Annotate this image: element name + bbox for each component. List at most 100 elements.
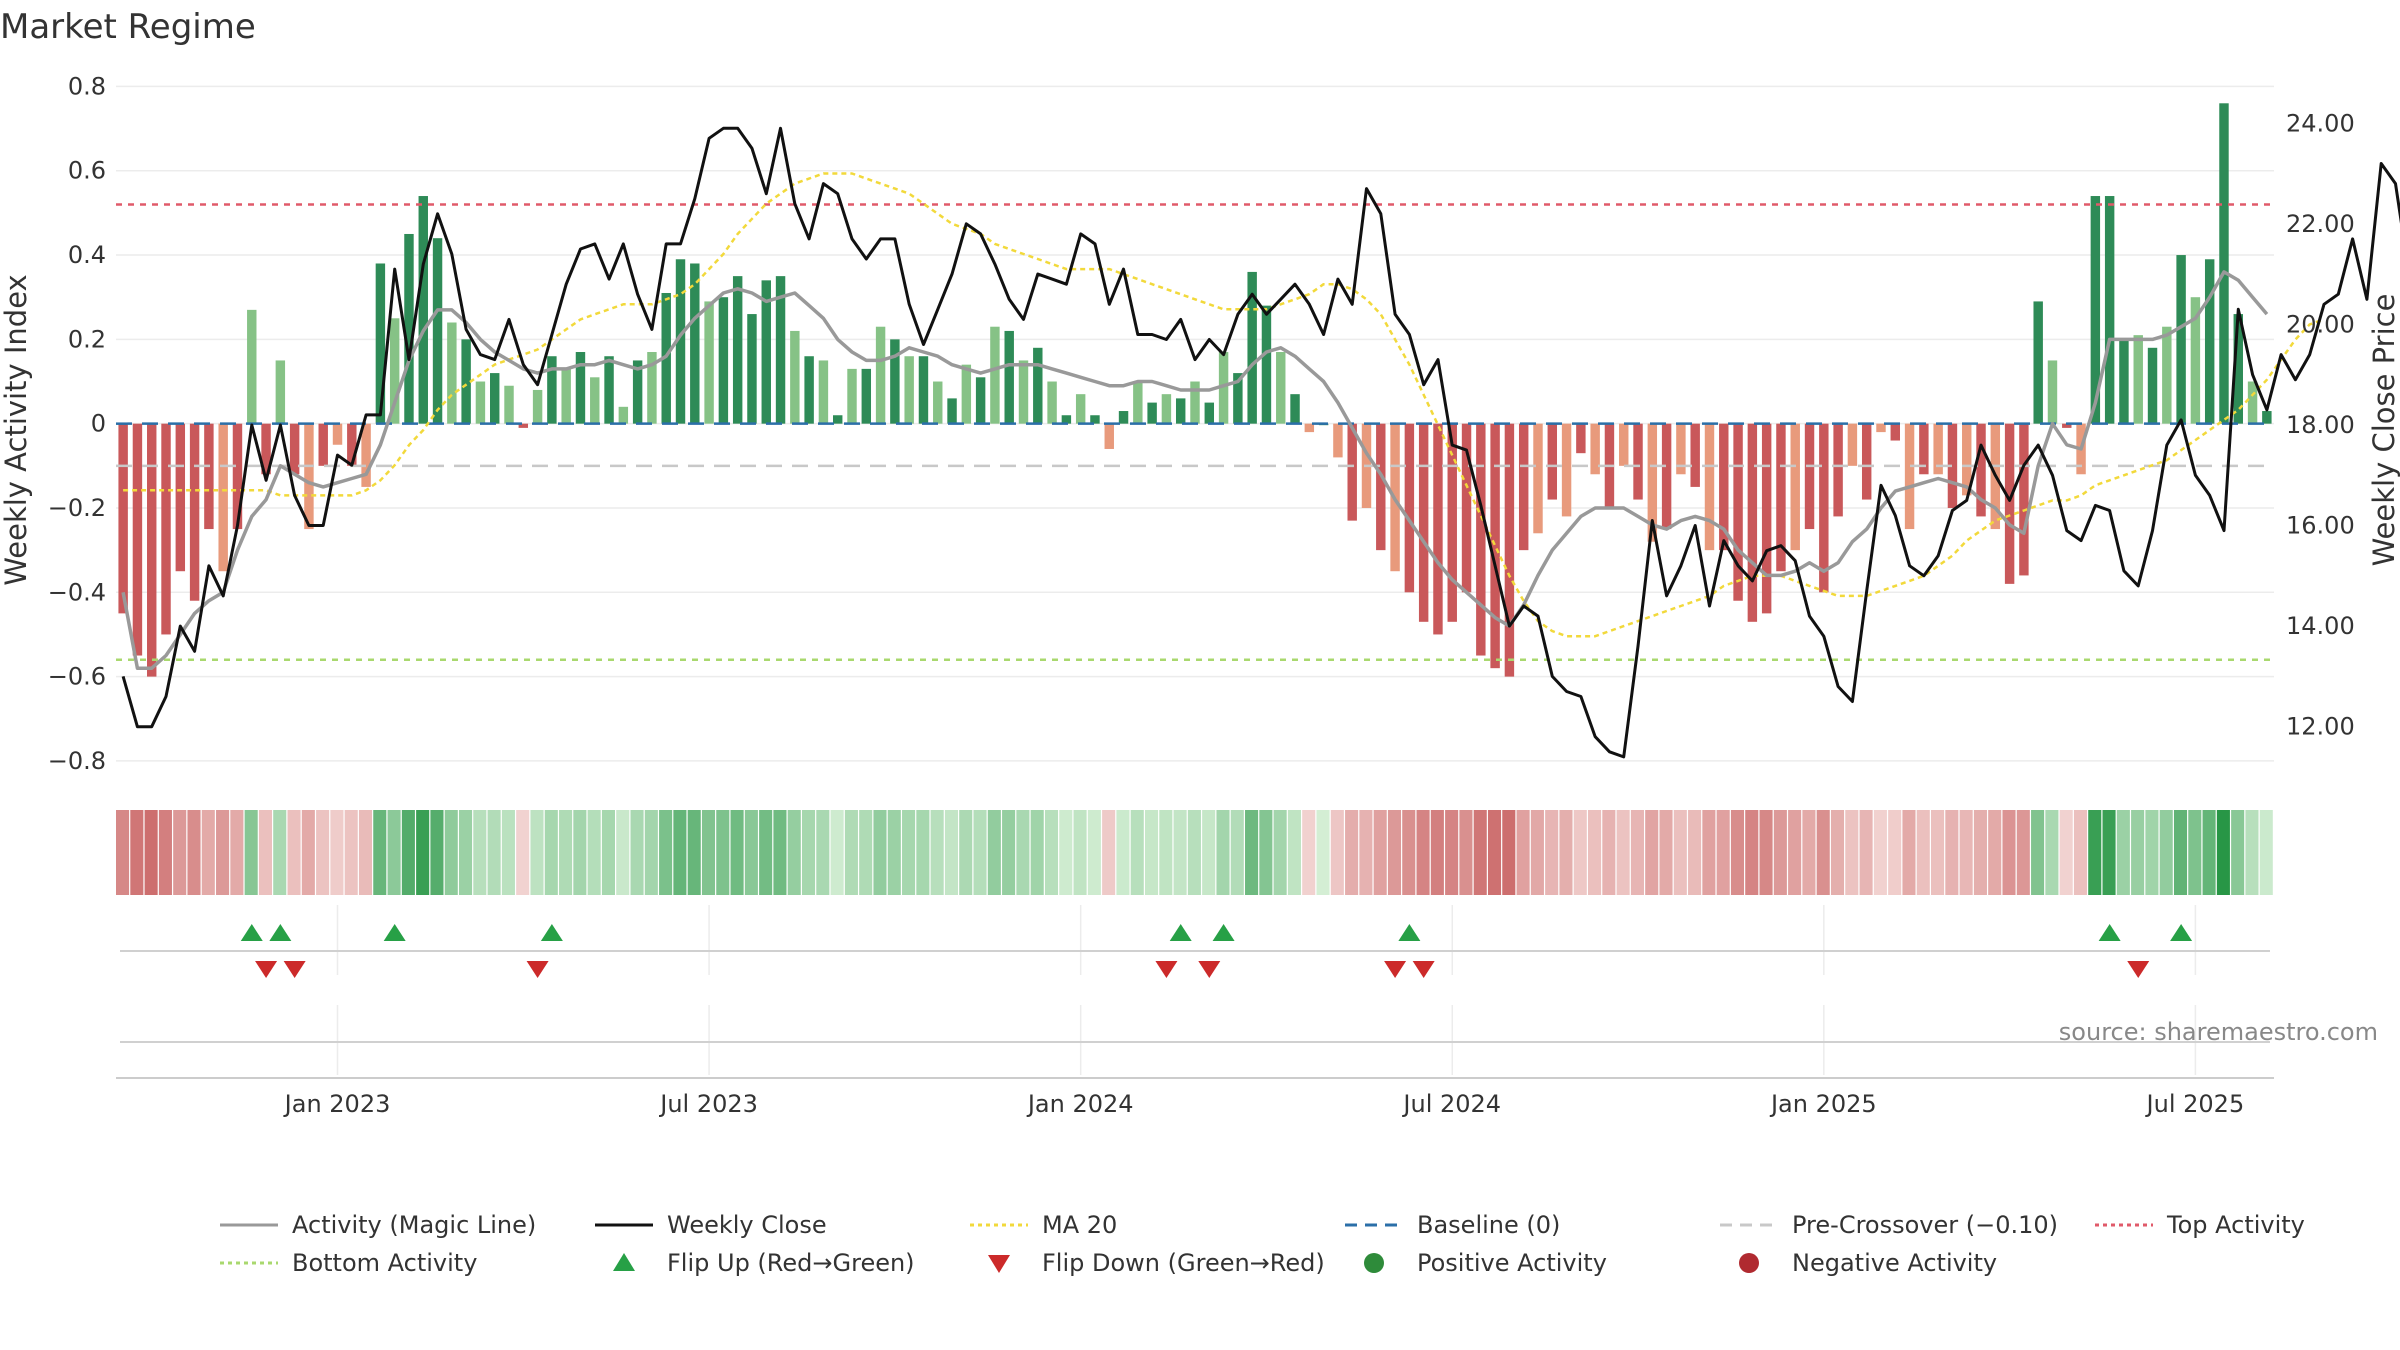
regime-cell — [2102, 810, 2116, 895]
regime-cell — [887, 810, 901, 895]
activity-bar — [332, 423, 343, 445]
regime-cell — [1473, 810, 1487, 895]
activity-bar — [2004, 423, 2015, 584]
regime-cell — [1487, 810, 1502, 895]
activity-bar — [2204, 259, 2215, 424]
legend-label: Bottom Activity — [292, 1249, 477, 1277]
activity-bar — [2119, 339, 2129, 424]
activity-bar — [818, 360, 829, 424]
regime-cell — [1788, 810, 1802, 895]
activity-bar — [1947, 423, 1958, 508]
activity-bar — [861, 368, 872, 424]
activity-bar — [1190, 381, 1200, 424]
regime-cell — [416, 810, 430, 895]
activity-bar — [218, 423, 228, 572]
regime-cell — [987, 810, 1001, 895]
regime-cell — [187, 810, 201, 895]
legend-label: Weekly Close — [667, 1211, 827, 1239]
activity-bar — [990, 326, 1000, 424]
regime-cell — [2002, 810, 2016, 895]
regime-cell — [144, 810, 158, 895]
flip-down-marker — [1412, 961, 1435, 978]
flip-down-marker — [1384, 961, 1407, 978]
regime-cell — [1716, 810, 1730, 895]
activity-bar — [904, 356, 914, 424]
regime-cell — [2059, 810, 2073, 895]
activity-bar — [1490, 423, 1500, 669]
regime-cell — [1602, 810, 1616, 895]
regime-cell — [1216, 810, 1230, 895]
regime-cell — [2073, 810, 2088, 895]
regime-cell — [801, 810, 816, 895]
regime-cell — [1416, 810, 1430, 895]
magic-line — [121, 270, 2269, 670]
regime-cell — [1516, 810, 1530, 895]
activity-bar — [1633, 423, 1643, 500]
activity-bar — [518, 423, 529, 428]
regime-cell — [1830, 810, 1845, 895]
regime-cell — [2231, 810, 2245, 895]
activity-bar — [2262, 411, 2272, 424]
regime-cell — [1202, 810, 1216, 895]
regime-cell — [1845, 810, 1859, 895]
regime-cell — [2088, 810, 2102, 895]
regime-cell — [1359, 810, 1373, 895]
regime-cell — [2131, 810, 2145, 895]
regime-cell — [1030, 810, 1044, 895]
regime-cell — [1616, 810, 1630, 895]
regime-cell — [2045, 810, 2059, 895]
regime-cell — [1745, 810, 1759, 895]
activity-bar — [1376, 423, 1386, 551]
activity-bar — [847, 368, 857, 424]
regime-cell — [1259, 810, 1273, 895]
regime-cell — [1402, 810, 1416, 895]
regime-cell — [258, 810, 273, 895]
regime-cell — [1630, 810, 1644, 895]
activity-bar — [147, 423, 157, 677]
regime-cell — [916, 810, 930, 895]
activity-bar — [1133, 381, 1143, 424]
activity-bar — [1061, 415, 1072, 424]
activity-bar — [2190, 297, 2201, 424]
y2-tick-label: 24.00 — [2286, 109, 2355, 137]
y2-tick-label: 14.00 — [2286, 612, 2355, 640]
activity-bar — [1561, 423, 1572, 517]
activity-bar — [547, 356, 557, 424]
activity-bar — [1033, 347, 1043, 424]
regime-cell — [158, 810, 172, 895]
activity-bar — [761, 280, 771, 424]
regime-cell — [244, 810, 258, 895]
regime-cell — [1016, 810, 1030, 895]
regime-cell — [844, 810, 858, 895]
activity-bar — [118, 423, 128, 614]
legend-swatch — [1739, 1253, 1759, 1273]
activity-bar — [647, 352, 657, 424]
regime-cell — [373, 810, 387, 895]
activity-bar — [375, 263, 386, 424]
regime-cell — [859, 810, 873, 895]
activity-bar — [2047, 360, 2058, 424]
activity-bar — [1333, 423, 1343, 458]
regime-cell — [1916, 810, 1930, 895]
regime-cell — [1702, 810, 1716, 895]
regime-cell — [687, 810, 701, 895]
regime-cell — [1659, 810, 1673, 895]
regime-cell — [230, 810, 244, 895]
regime-cell — [1116, 810, 1130, 895]
activity-bar — [347, 423, 357, 466]
y-tick-label: 0.8 — [68, 72, 106, 100]
regime-cell — [1044, 810, 1059, 895]
regime-cell — [316, 810, 330, 895]
y2-tick-label: 12.00 — [2286, 713, 2355, 741]
activity-bar — [275, 360, 286, 424]
regime-cell — [1645, 810, 1659, 895]
regime-cell — [1330, 810, 1344, 895]
activity-bar — [718, 297, 729, 424]
activity-bar — [1433, 423, 1443, 635]
activity-bar — [632, 360, 643, 424]
regime-cell — [1059, 810, 1073, 895]
weekly-close-line — [121, 126, 2400, 759]
y2-tick-label: 20.00 — [2286, 310, 2355, 338]
x-tick-label: Jul 2023 — [658, 1090, 758, 1118]
legend-swatch — [1364, 1253, 1384, 1273]
